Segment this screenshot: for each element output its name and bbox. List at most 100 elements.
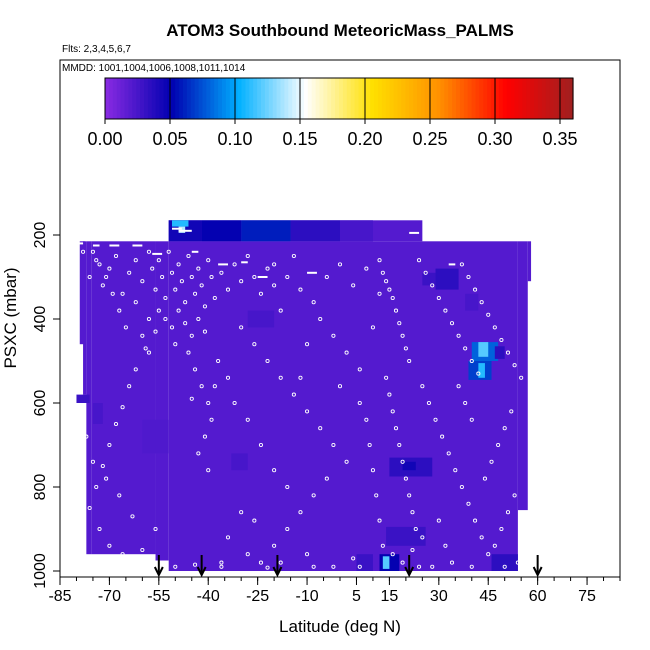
heatmap-cell [340,220,373,242]
sample-point [489,459,494,464]
sample-point [374,493,379,498]
sample-point [258,291,263,296]
sample-point [397,321,402,326]
colorbar-swatch [140,78,145,119]
sample-point [337,262,343,267]
sample-point [232,262,237,267]
sample-point [107,543,112,548]
sample-point [186,253,191,259]
sample-point [324,476,329,481]
colorbar-swatch [253,78,258,119]
sample-point [183,300,188,305]
colorbar-swatch [401,78,406,119]
colorbar-swatch [467,78,473,119]
sample-point [459,484,464,490]
heatmap-cell [172,220,189,227]
colorbar-swatch [155,78,161,119]
heatmap-cell [465,293,479,311]
colorbar-swatch [491,78,496,119]
colorbar-swatch [479,78,484,119]
sample-point [512,493,517,498]
colorbar-swatch [190,78,196,119]
sample-point [285,526,290,532]
colorbar-swatch [245,78,250,119]
sample-point [285,274,290,280]
sample-point [291,392,296,397]
sample-point [90,249,95,254]
sample-point [202,304,207,309]
sample-point [453,468,458,473]
sample-point [400,560,405,565]
colorbar-swatch [463,78,469,119]
colorbar-swatch [261,78,266,119]
x-tick-label: -70 [98,588,121,605]
sample-point [449,560,455,565]
x-axis: -85 -70 -55 -40 -25 -10 5 15 30 45 60 75 [48,576,621,605]
sample-point [225,375,231,380]
colorbar-swatch [144,78,149,119]
colorbar-swatch [202,78,207,119]
sample-point [515,560,520,565]
chart-title: ATOM3 Southbound MeteoricMass_PALMS [166,21,514,40]
colorbar-swatch [147,78,153,119]
sample-point [97,262,102,267]
sample-point [153,526,158,532]
colorbar-swatch [350,78,356,119]
colorbar-swatch [502,78,508,119]
sample-point [100,463,105,469]
sample-point [209,417,214,422]
colorbar-swatch [374,78,379,119]
sample-point [209,274,214,280]
heatmap-cell [402,461,416,471]
heatmap-cell [478,342,489,357]
colorbar-swatch [327,78,332,119]
sample-point [456,333,461,338]
sample-point [417,258,422,263]
sample-point [140,333,145,338]
sample-point [407,358,412,364]
sample-point [193,562,198,567]
heatmap-region [517,241,528,511]
sample-point [199,283,204,288]
colorbar-swatch [183,78,188,119]
sample-point [113,421,119,427]
sample-point [449,321,455,326]
sample-point [169,325,175,330]
sample-point [407,493,412,498]
sample-point [272,262,277,267]
colorbar-swatch [105,78,110,119]
sample-point [196,316,201,322]
colorbar-swatch [311,78,317,119]
sample-point [311,300,316,305]
heatmap-region [168,241,518,572]
sample-point [110,291,115,296]
sample-point [87,505,92,511]
sample-point [81,564,86,569]
sample-point [245,417,250,422]
sample-point [459,262,464,267]
x-tick-label: 15 [381,588,399,605]
sample-point [456,384,461,389]
sample-point [466,274,471,280]
heatmap-region [155,241,169,561]
arrow-head [153,566,164,578]
colorbar-swatch [194,78,200,119]
colorbar-swatch [537,78,543,119]
colorbar-swatch [319,78,324,119]
heatmap-cell [142,419,169,454]
colorbar-swatch [417,78,422,119]
sample-point [113,253,119,259]
sample-point [107,266,112,271]
sample-point [179,279,184,284]
flight-arrow [272,555,283,578]
sample-point [305,342,310,347]
colorbar-swatch [136,78,141,119]
colorbar-swatch [132,78,137,119]
sample-point [433,417,438,422]
sample-point [193,291,198,296]
x-tick-label: -40 [197,588,220,605]
colorbar-swatch [498,78,504,119]
heatmap-cell [422,272,436,286]
sample-point [166,249,171,254]
colorbar-swatch [569,78,574,119]
